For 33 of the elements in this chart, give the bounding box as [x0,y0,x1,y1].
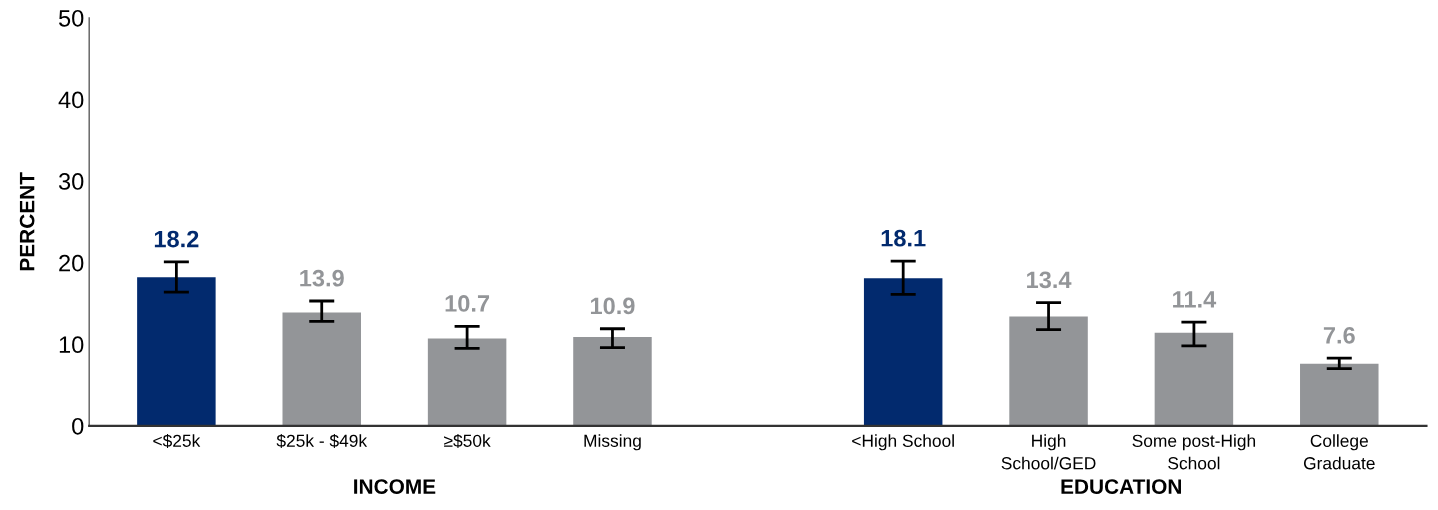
data-label: 10.9 [590,297,635,315]
x-tick-label: Some post-High School [1132,434,1256,470]
text: INCOME [354,479,436,494]
text: EDUCATION [1061,479,1181,494]
data-label: 13.9 [300,269,344,287]
data-label: 13.4 [1027,271,1072,289]
bar [863,278,943,426]
data-label: 18.2 [154,230,199,248]
y-tick-label: 30 [58,173,84,190]
data-label: 18.1 [881,229,926,247]
x-tick-label: ≥$50k [444,433,491,448]
x-tick-label: College Graduate [1303,434,1375,470]
y-tick-label: 10 [59,336,84,354]
y-tick-label: 50 [58,9,84,27]
y-tick-label: 20 [59,254,84,272]
bar [427,338,507,426]
y-tick-label: 0 [72,417,84,435]
x-tick-label: Missing [584,434,641,451]
data-label: 10.7 [445,295,490,312]
bar [137,277,216,426]
bar [282,312,361,426]
x-tick-label: <$25k [153,433,201,448]
data-label: 11.4 [1173,291,1217,308]
y-axis-title: PERCENT [19,172,35,271]
x-tick-label: High School/GED [1001,434,1096,470]
bar [1009,316,1088,426]
bar [573,336,652,426]
y-tick-label: 40 [58,91,84,109]
x-tick-label: $25k - $49k [276,433,368,448]
bar [1154,332,1234,426]
x-tick-label: <High School [852,434,954,451]
bar [1300,363,1379,426]
data-label: 7.6 [1323,326,1355,344]
